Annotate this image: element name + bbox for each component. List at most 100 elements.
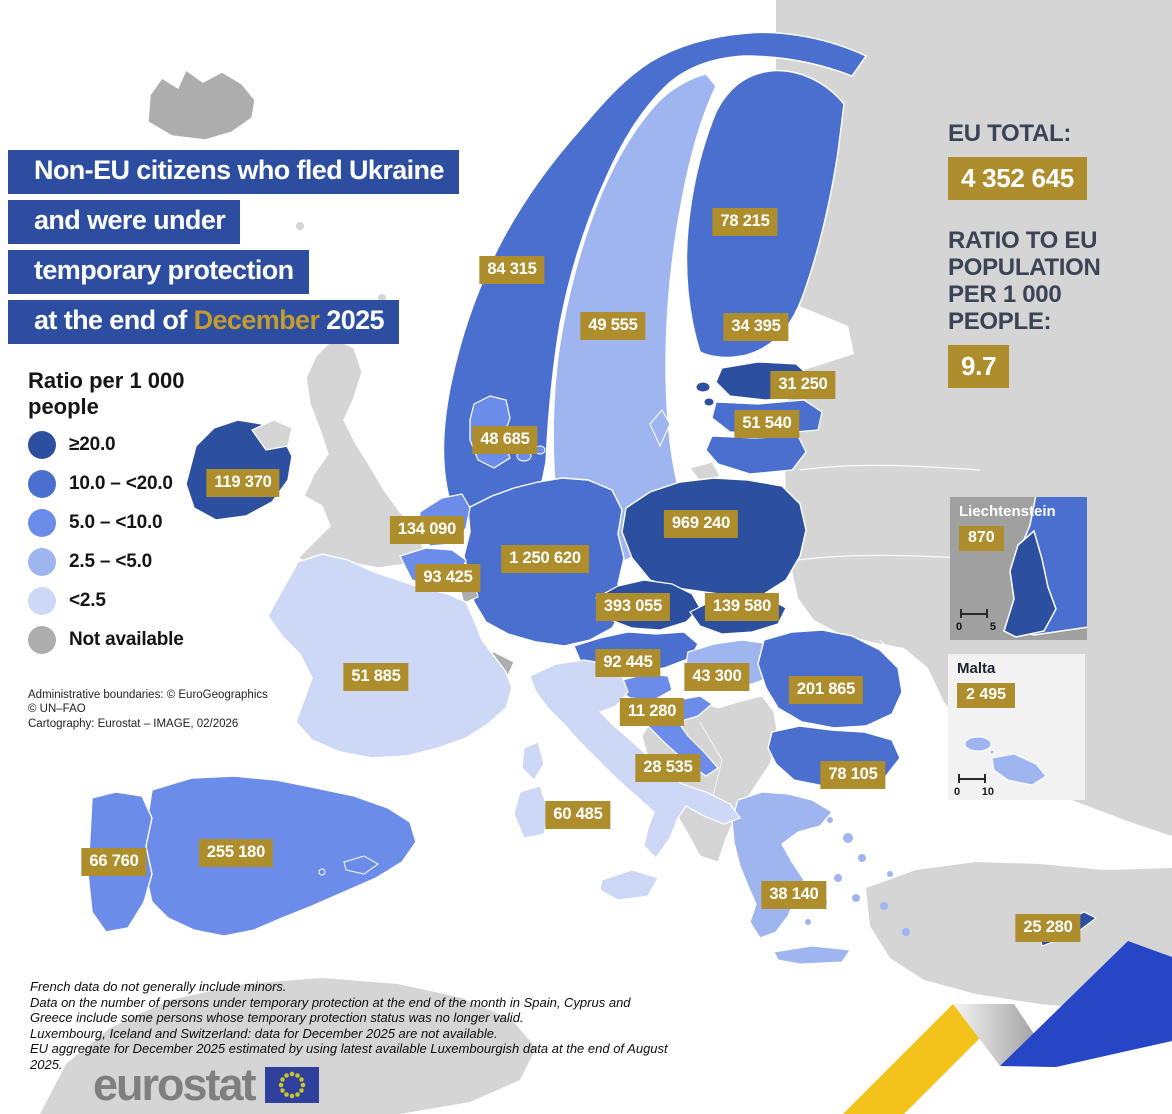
legend-items: ≥20.0 10.0 – <20.0 5.0 – <10.0 2.5 – <5.0 <2… xyxy=(28,430,185,654)
ratio-label: RATIO TO EU POPULATION PER 1 000 PEOPLE: xyxy=(948,227,1101,335)
eurostat-ribbon xyxy=(843,941,1172,1114)
eu-flag-star xyxy=(279,1087,285,1093)
danish-isles xyxy=(534,445,546,455)
footnote-line: EU aggregate for December 2025 estimated… xyxy=(30,1041,668,1072)
title-line-4-prefix: at the end of xyxy=(34,305,194,335)
title-line-4: at the end of December 2025 xyxy=(8,300,399,344)
estonian-isles xyxy=(695,381,711,393)
legend-item-label: ≥20.0 xyxy=(69,433,116,455)
eu-flag-star xyxy=(289,1093,294,1098)
country-lithuania xyxy=(705,435,807,475)
island-gozo xyxy=(964,736,992,752)
legend-title: Ratio per 1 000 people xyxy=(28,368,185,420)
attribution-line: Administrative boundaries: © EuroGeograp… xyxy=(28,689,268,701)
faroe-islands xyxy=(296,222,304,230)
island-mallorca xyxy=(343,855,379,875)
eu-flag-star xyxy=(300,1082,305,1087)
country-united-kingdom xyxy=(296,337,425,569)
title-line-4-suffix: 2025 xyxy=(319,305,384,335)
eurostat-logo: eurostat xyxy=(93,1062,319,1107)
scale-numbers: 0 5 xyxy=(956,621,996,633)
eu-flag-star xyxy=(289,1071,294,1076)
footnotes: French data do not generally include min… xyxy=(30,979,675,1073)
eu-flag-star xyxy=(278,1082,283,1087)
attribution-line: Cartography: Eurostat – IMAGE, 02/2026 xyxy=(28,717,239,730)
eu-flag-star xyxy=(279,1076,285,1082)
legend-title-line-1: Ratio per 1 000 xyxy=(28,368,185,393)
title-line-1-text: Non-EU citizens who fled Ukraine xyxy=(34,155,444,185)
legend-color-swatch xyxy=(28,586,56,615)
attribution-line: © UN–FAO xyxy=(28,703,86,716)
legend-item-1: 10.0 – <20.0 xyxy=(28,469,185,498)
inset-malta-title: Malta xyxy=(957,660,996,677)
eu-flag-star xyxy=(298,1087,304,1093)
country-germany xyxy=(463,477,625,647)
footnote-line: Data on the number of persons under temp… xyxy=(30,994,631,1026)
scale-bar xyxy=(958,774,986,783)
border-moldova xyxy=(879,639,909,703)
country-portugal xyxy=(87,791,153,933)
legend-item-label: <2.5 xyxy=(69,589,106,611)
legend-item-label: 5.0 – <10.0 xyxy=(69,511,163,533)
country-bulgaria xyxy=(767,725,901,787)
island-sicily xyxy=(599,869,659,901)
country-spain xyxy=(145,775,417,937)
title-month-highlight: December xyxy=(193,305,320,335)
inset-liechtenstein-title: Liechtenstein xyxy=(959,503,1056,520)
inset-malta-map xyxy=(964,736,1047,786)
legend-color-swatch xyxy=(28,508,56,537)
eu-total-label: EU TOTAL: xyxy=(948,120,1072,147)
country-belgium xyxy=(399,547,467,589)
legend-item-label: Not available xyxy=(69,628,184,650)
title-line-2-text: and were under xyxy=(34,205,226,235)
inset-liechtenstein: Liechtenstein 870 0 5 xyxy=(950,497,1087,640)
country-slovakia xyxy=(689,595,787,635)
legend-item-0: ≥20.0 xyxy=(28,430,185,459)
eu-flag-icon xyxy=(264,1066,319,1103)
eurostat-logo-text: eurostat xyxy=(93,1059,257,1110)
country-estonia xyxy=(715,361,813,401)
country-romania xyxy=(757,629,903,729)
eu-flag-star xyxy=(283,1091,289,1097)
title-line-3: temporary protection xyxy=(8,250,309,294)
country-netherlands xyxy=(417,493,471,547)
inset-liechtenstein-shape xyxy=(1003,529,1057,638)
legend-color-swatch xyxy=(28,430,56,459)
country-latvia xyxy=(711,399,823,435)
scale-min: 0 xyxy=(954,786,961,798)
footnote-line: French data do not generally include min… xyxy=(30,979,287,994)
value-label-malta: 2 495 xyxy=(957,683,1016,708)
border-balkans-internal xyxy=(699,721,723,801)
eu-flag-star xyxy=(294,1091,300,1097)
legend-item-label: 10.0 – <20.0 xyxy=(69,472,173,494)
eu-flag-star xyxy=(283,1072,289,1078)
country-france xyxy=(267,553,513,759)
ribbon-blue-band xyxy=(1000,941,1172,1067)
scale-max: 10 xyxy=(981,786,994,798)
inset-malta: Malta 2 495 0 10 xyxy=(948,654,1085,800)
scale-min: 0 xyxy=(956,621,963,633)
danish-isles xyxy=(516,450,532,462)
legend-item-3: 2.5 – <5.0 xyxy=(28,547,185,576)
country-greece xyxy=(731,791,833,939)
island-ibiza xyxy=(318,868,326,876)
legend-color-swatch xyxy=(28,547,56,576)
eu-total-value: 4 352 645 xyxy=(948,157,1087,200)
eu-stats-panel: EU TOTAL: 4 352 645 RATIO TO EU POPULATI… xyxy=(948,120,1158,388)
ribbon-yellow-band xyxy=(843,1004,1014,1114)
island-malta-main xyxy=(991,753,1047,786)
legend-title-line-2: people xyxy=(28,393,99,419)
legend-item-2: 5.0 – <10.0 xyxy=(28,508,185,537)
footnote-line: Luxembourg, Iceland and Switzerland: dat… xyxy=(30,1025,498,1041)
northern-ireland xyxy=(251,419,293,451)
value-label-liechtenstein: 870 xyxy=(959,526,1004,551)
landmass-north-africa xyxy=(40,978,536,1114)
legend: Ratio per 1 000 people ≥20.0 10.0 – <20.0… xyxy=(28,368,185,654)
island-comino xyxy=(989,749,995,755)
title-line-1: Non-EU citizens who fled Ukraine xyxy=(8,150,459,194)
legend-item-label: 2.5 – <5.0 xyxy=(69,550,153,572)
estonian-isles xyxy=(703,397,715,407)
country-italy xyxy=(529,659,741,859)
